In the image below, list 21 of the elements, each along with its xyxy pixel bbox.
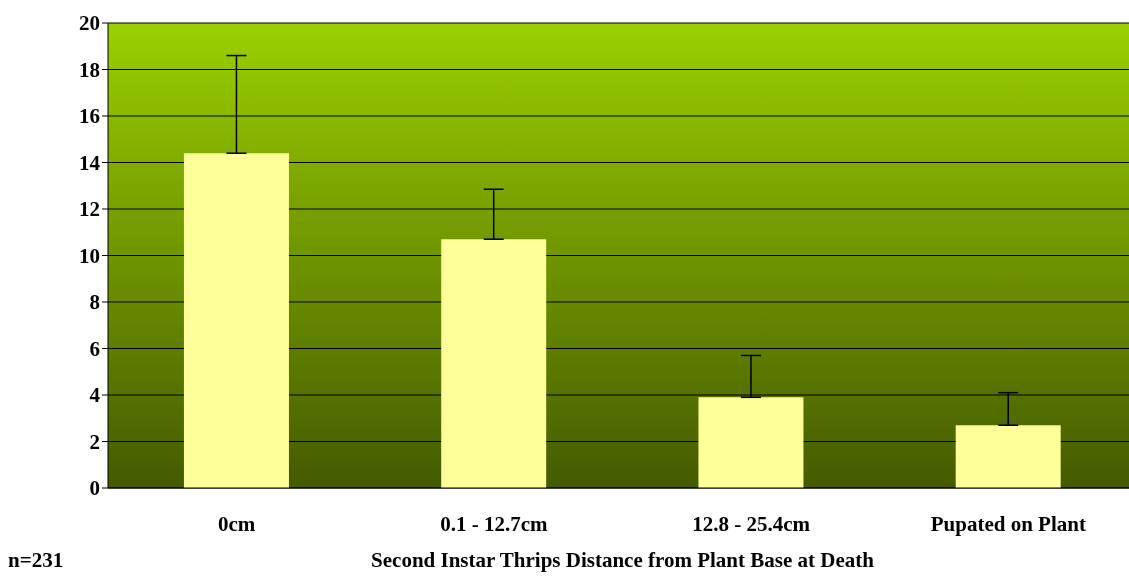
y-tick-label: 20 — [79, 11, 100, 36]
y-tick-label: 2 — [89, 429, 100, 454]
bar — [183, 153, 289, 488]
bar — [441, 239, 547, 488]
y-tick-label: 8 — [89, 290, 100, 315]
x-axis-title: Second Instar Thrips Distance from Plant Base at Death — [370, 548, 875, 573]
x-tick-label: Pupated on Plant — [930, 511, 1086, 536]
y-tick-label: 4 — [89, 383, 101, 408]
text: n=231 — [8, 548, 64, 573]
x-tick-label: 12.8 - 25.4cm — [692, 511, 811, 536]
y-tick-label: 14 — [79, 150, 101, 175]
y-tick-label: 10 — [79, 243, 100, 268]
bar — [955, 425, 1061, 488]
x-tick-label: 0cm — [217, 511, 256, 536]
y-tick-label: 18 — [79, 57, 100, 82]
y-tick-label: 0 — [89, 476, 100, 501]
x-tick-label: 0.1 - 12.7cm — [440, 511, 549, 536]
y-tick-label: 6 — [89, 336, 100, 361]
y-tick-label: 16 — [79, 104, 100, 129]
bar — [698, 397, 804, 488]
y-tick-label: 12 — [79, 197, 100, 222]
